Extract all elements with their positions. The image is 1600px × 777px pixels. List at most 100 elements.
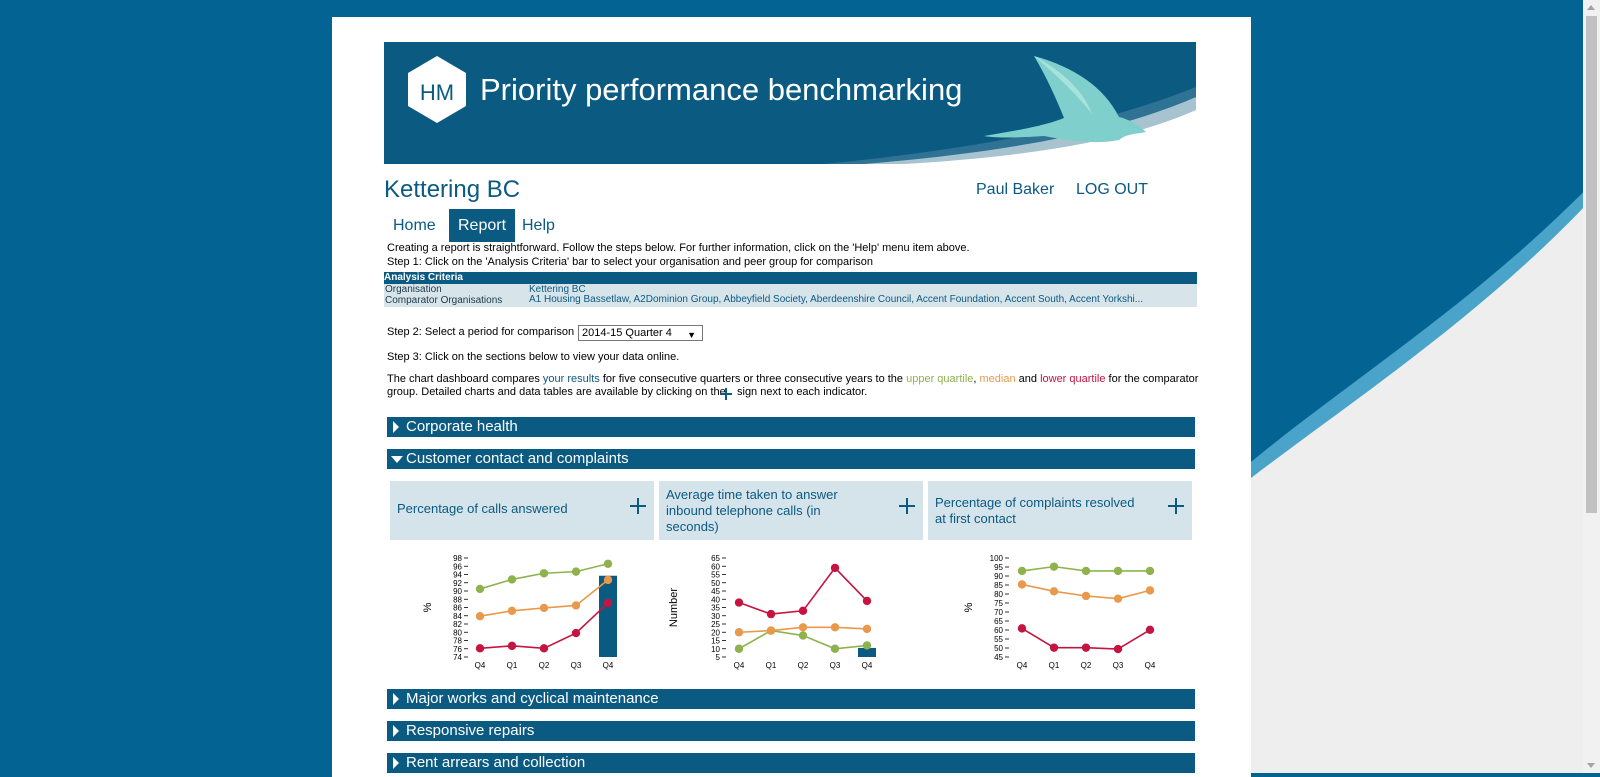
x-tick-label: Q4 (862, 661, 873, 670)
chevron-right-icon (393, 725, 399, 737)
data-point (1081, 643, 1091, 652)
y-tick-label: 74 (453, 653, 462, 662)
x-tick-label: Q4 (603, 661, 614, 670)
data-point (1113, 594, 1123, 603)
section-responsive-repairs[interactable]: Responsive repairs (387, 721, 1195, 741)
y-tick-label: 30 (711, 612, 720, 621)
data-point (798, 606, 808, 615)
banner-graphics: HM (408, 56, 1196, 164)
y-tick-label: 60 (711, 562, 720, 571)
section-label: Rent arrears and collection (406, 754, 586, 771)
dashboard-description-line2b: sign next to each indicator. (737, 386, 868, 398)
period-select-value: 2014-15 Quarter 4 (582, 327, 672, 339)
expand-plus-icon[interactable] (1168, 498, 1184, 514)
expand-plus-icon[interactable] (630, 498, 646, 514)
analysis-criteria-panel: Organisation Kettering BC Comparator Org… (384, 284, 1197, 307)
data-point (798, 623, 808, 632)
section-label: Major works and cyclical maintenance (406, 690, 659, 707)
organisation-title: Kettering BC (384, 176, 521, 203)
data-point (539, 603, 549, 613)
section-corporate-health[interactable]: Corporate health (387, 417, 1195, 437)
x-tick-label: Q4 (1145, 661, 1156, 670)
nav-help[interactable]: Help (522, 217, 555, 234)
x-tick-label: Q4 (734, 661, 745, 670)
panel-complaints-resolved[interactable]: Percentage of complaints resolved at fir… (928, 481, 1192, 540)
x-tick-label: Q1 (507, 661, 518, 670)
data-point (1017, 580, 1027, 589)
y-tick-label: 95 (994, 563, 1003, 572)
y-tick-label: 60 (994, 626, 1003, 635)
data-point (1145, 625, 1155, 635)
y-tick-label: 94 (453, 571, 462, 580)
y-tick-label: 25 (711, 620, 720, 629)
scrollbar-thumb[interactable] (1586, 16, 1597, 513)
page-container: HM Priority performance benchmarking Ket… (332, 17, 1251, 777)
data-point (734, 644, 744, 653)
analysis-criteria-bar[interactable]: Analysis Criteria (384, 272, 1197, 284)
vertical-scrollbar[interactable] (1583, 0, 1600, 773)
x-tick-label: Q3 (830, 661, 841, 670)
y-tick-label: 80 (453, 628, 462, 637)
dashboard-description-line1: The chart dashboard compares your result… (387, 373, 1199, 385)
nav-report[interactable]: Report (449, 209, 516, 242)
nav-home[interactable]: Home (393, 217, 436, 234)
intro-text: Creating a report is straightforward. Fo… (387, 242, 970, 254)
section-customer-contact[interactable]: Customer contact and complaints (387, 449, 1195, 469)
x-tick-label: Q1 (1049, 661, 1060, 670)
your-results-bar (599, 575, 617, 657)
median-label: median (979, 373, 1016, 385)
y-tick-label: 65 (994, 617, 1003, 626)
svg-text:HM: HM (420, 80, 454, 105)
y-axis-label: % (422, 602, 434, 612)
y-tick-label: 80 (994, 590, 1003, 599)
header-banner: HM Priority performance benchmarking (384, 42, 1196, 164)
data-point (1017, 624, 1027, 633)
y-tick-label: 55 (994, 635, 1003, 644)
data-point (1017, 566, 1027, 576)
data-point (507, 575, 517, 584)
data-point (475, 584, 485, 594)
data-point (830, 563, 840, 573)
data-point (1049, 562, 1059, 571)
organisation-label: Organisation (385, 284, 442, 295)
data-point (734, 628, 744, 637)
y-tick-label: 90 (994, 572, 1003, 581)
y-tick-label: 92 (453, 579, 462, 588)
logout-link[interactable]: LOG OUT (1076, 181, 1149, 198)
step2-text: Step 2: Select a period for comparison (387, 326, 575, 338)
chevron-right-icon (393, 421, 399, 433)
section-major-works[interactable]: Major works and cyclical maintenance (387, 689, 1195, 709)
panel-calls-answered[interactable]: Percentage of calls answered (390, 481, 654, 540)
y-tick-label: 88 (453, 595, 462, 604)
data-point (1081, 566, 1091, 576)
data-point (862, 624, 872, 634)
expand-plus-icon[interactable] (899, 498, 915, 514)
y-tick-label: 65 (711, 554, 720, 563)
x-tick-label: Q2 (1081, 661, 1092, 670)
y-tick-label: 50 (994, 644, 1003, 653)
section-rent-arrears[interactable]: Rent arrears and collection (387, 753, 1195, 773)
x-tick-label: Q3 (571, 661, 582, 670)
y-tick-label: 86 (453, 604, 462, 613)
data-point (1145, 566, 1155, 576)
scroll-up-icon[interactable] (1587, 5, 1595, 10)
y-tick-label: 96 (453, 562, 462, 571)
scroll-down-icon[interactable] (1587, 763, 1595, 768)
x-tick-label: Q2 (798, 661, 809, 670)
y-tick-label: 76 (453, 645, 462, 654)
y-tick-label: 75 (994, 599, 1003, 608)
organisation-value: Kettering BC (529, 284, 586, 295)
your-results-label: your results (542, 373, 600, 385)
period-select[interactable]: 2014-15 Quarter 4 ▼ (578, 325, 703, 341)
section-label: Customer contact and complaints (406, 450, 629, 467)
comparators-value: A1 Housing Bassetlaw, A2Dominion Group, … (529, 294, 1144, 305)
y-axis-label: % (963, 602, 975, 612)
data-point (830, 644, 840, 653)
y-tick-label: 10 (711, 645, 720, 654)
panel-answer-time[interactable]: Average time taken to answer inbound tel… (659, 481, 923, 540)
y-tick-label: 50 (711, 579, 720, 588)
banner-title: Priority performance benchmarking (480, 72, 963, 107)
